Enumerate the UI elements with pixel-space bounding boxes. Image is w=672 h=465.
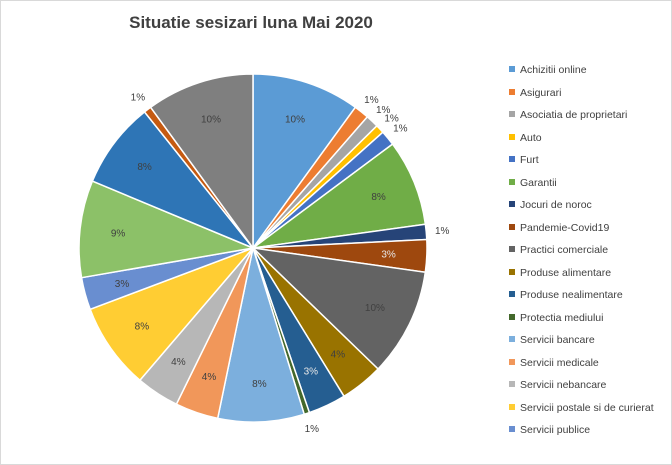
legend-item-garantii: Garantii bbox=[509, 176, 671, 199]
legend-item-auto: Auto bbox=[509, 131, 671, 154]
data-label-servicii-postale-si-de-curierat: 8% bbox=[135, 321, 150, 332]
data-label-auto: 1% bbox=[384, 114, 399, 125]
legend-label: Asigurari bbox=[520, 86, 562, 99]
legend-item-produse-alimentare: Produse alimentare bbox=[509, 266, 671, 289]
legend-label: Protectia mediului bbox=[520, 311, 604, 324]
data-label-protectia-mediului: 1% bbox=[305, 424, 320, 435]
data-label-produse-nealimentare: 3% bbox=[304, 366, 319, 377]
legend-label: Servicii postale si de curierat bbox=[520, 401, 654, 414]
legend-swatch bbox=[509, 268, 515, 275]
chart-title: Situatie sesizari luna Mai 2020 bbox=[129, 13, 373, 32]
data-label-furt: 1% bbox=[393, 123, 408, 134]
legend-swatch bbox=[509, 426, 515, 432]
legend-swatch bbox=[509, 246, 515, 252]
legend-item-practici-comerciale: Practici comerciale bbox=[509, 243, 671, 266]
legend-item-servicii-bancare: Servicii bancare bbox=[509, 333, 671, 356]
legend-label: Servicii bancare bbox=[520, 334, 595, 346]
legend-swatch bbox=[509, 313, 515, 320]
legend-item-servicii-publice: Servicii publice bbox=[509, 423, 671, 446]
data-label-achizitii-online: 10% bbox=[285, 114, 305, 125]
legend-item-servicii-postale-si-de-curierat: Servicii postale si de curierat bbox=[509, 401, 671, 424]
pie-slice-practici-comerciale bbox=[250, 246, 427, 371]
pie-slice-achizitii-online bbox=[252, 73, 357, 251]
legend-label: Pandemie-Covid19 bbox=[520, 221, 610, 234]
legend-label: Achizitii online bbox=[520, 64, 587, 76]
legend-swatch bbox=[509, 336, 515, 342]
legend-item-furt: Furt bbox=[509, 153, 671, 176]
legend-swatch bbox=[509, 381, 515, 387]
legend-item-servicii-medicale: Servicii medicale bbox=[509, 356, 671, 379]
legend-swatch bbox=[509, 201, 515, 207]
legend-label: Garantii bbox=[520, 176, 557, 189]
legend-item-asigurari: Asigurari bbox=[509, 86, 671, 109]
legend-swatch bbox=[509, 133, 515, 140]
data-label-asociatia-de-proprietari: 1% bbox=[376, 105, 391, 116]
data-label-pandemie-covid19: 3% bbox=[381, 250, 396, 261]
data-label-servicii-telecom: 9% bbox=[111, 228, 126, 239]
data-label-alte-domenii: 1% bbox=[131, 92, 146, 103]
legend-label: Servicii publice bbox=[520, 424, 591, 436]
legend-swatch bbox=[509, 223, 515, 230]
legend-label: Auto bbox=[520, 131, 542, 144]
data-label-practici-comerciale: 10% bbox=[365, 303, 385, 314]
legend-item-achizitii-online: Achizitii online bbox=[509, 63, 671, 86]
pie-slice-energie bbox=[149, 73, 254, 251]
pie-slice-servicii-telecom bbox=[78, 180, 256, 279]
chart-legend: Achizitii online Asigurari Asociatia de pr… bbox=[509, 63, 671, 446]
legend-label: Furt bbox=[520, 154, 539, 166]
legend-item-pandemie-covid19: Pandemie-Covid19 bbox=[509, 221, 671, 244]
legend-item-jocuri-de-noroc: Jocuri de noroc bbox=[509, 198, 671, 221]
legend-label: Practici comerciale bbox=[520, 244, 609, 256]
data-label-servicii-medicale: 4% bbox=[202, 372, 217, 383]
data-label-servicii-publice: 3% bbox=[115, 279, 130, 290]
data-label-servicii-bancare: 8% bbox=[252, 379, 267, 390]
legend-label: Produse nealimentare bbox=[520, 289, 623, 301]
data-label-servicii-nebancare: 4% bbox=[171, 357, 186, 368]
legend-swatch bbox=[509, 291, 515, 297]
legend-item-servicii-nebancare: Servicii nebancare bbox=[509, 378, 671, 401]
legend-swatch bbox=[509, 66, 515, 72]
legend-swatch bbox=[509, 156, 515, 162]
legend-label: Jocuri de noroc bbox=[520, 199, 592, 211]
legend-label: Servicii medicale bbox=[520, 356, 599, 369]
legend-swatch bbox=[509, 111, 515, 117]
legend-item-produse-nealimentare: Produse nealimentare bbox=[509, 288, 671, 311]
legend-item-protectia-mediului: Protectia mediului bbox=[509, 311, 671, 334]
legend-swatch bbox=[509, 88, 515, 95]
data-label-energie: 10% bbox=[201, 114, 221, 125]
data-label-asigurari: 1% bbox=[364, 95, 379, 106]
legend-label: Servicii nebancare bbox=[520, 379, 607, 391]
data-label-jocuri-de-noroc: 1% bbox=[435, 226, 450, 237]
legend-label: Asociatia de proprietari bbox=[520, 109, 628, 121]
data-label-turism: 8% bbox=[137, 162, 152, 173]
data-label-produse-alimentare: 4% bbox=[331, 349, 346, 360]
data-label-garantii: 8% bbox=[371, 192, 386, 203]
legend-item-asociatia-de-proprietari: Asociatia de proprietari bbox=[509, 108, 671, 131]
legend-label: Produse alimentare bbox=[520, 266, 612, 279]
legend-swatch bbox=[509, 358, 515, 365]
legend-swatch bbox=[509, 403, 515, 410]
legend-swatch bbox=[509, 178, 515, 185]
